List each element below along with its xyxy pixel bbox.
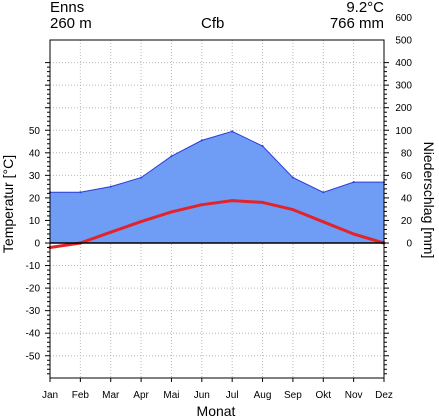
temperature-axis: 50 40 30 20 10 0 -10 -20 -30 -40 -50: [26, 62, 50, 375]
month-label: Jul: [226, 390, 239, 401]
temperature-tick-label: -20: [26, 284, 41, 295]
precipitation-point: [261, 145, 264, 147]
precipitation-point: [291, 176, 294, 179]
month-label: Okt: [315, 390, 331, 401]
temperature-tick-label: -40: [26, 329, 41, 340]
temperature-point: [169, 210, 173, 214]
month-label: Sep: [284, 390, 302, 401]
month-axis: Jan Feb Mar Apr Mai Jun Jul Aug Sep Okt Nov Dez: [42, 378, 393, 401]
precipitation-tick-label: 40: [401, 193, 413, 204]
precipitation-tick-label: 0: [406, 239, 412, 250]
precipitation-area: [50, 131, 384, 243]
temperature-tick-label: 10: [29, 216, 41, 227]
precipitation-tick-label: 300: [395, 81, 412, 92]
precipitation-tick-label: 80: [401, 148, 413, 159]
precipitation-tick-label: 700: [395, 0, 412, 1]
precipitation-tick-label: 400: [395, 58, 412, 69]
temperature-point: [261, 200, 265, 204]
temperature-point: [321, 220, 325, 224]
month-label: Jan: [42, 390, 58, 401]
temperature-tick-label: -30: [26, 306, 41, 317]
temperature-line: [49, 199, 385, 249]
plot-frame: [49, 39, 385, 379]
precipitation-tick-label: 600: [395, 13, 412, 24]
temperature-point: [139, 220, 143, 224]
temperature-tick-label: 40: [29, 148, 41, 159]
temperature-tick-label: -50: [26, 351, 41, 362]
annual-precipitation: 766 mm: [329, 15, 384, 32]
precipitation-point: [200, 139, 203, 142]
temperature-point: [200, 203, 204, 207]
precipitation-line: [50, 130, 384, 193]
precipitation-point: [109, 185, 112, 188]
precipitation-point: [79, 191, 82, 194]
month-label: Mar: [102, 390, 120, 401]
precipitation-tick-label: 100: [395, 126, 412, 137]
mean-temperature: 9.2°C: [346, 0, 384, 16]
precipitation-tick-label: 500: [395, 36, 412, 47]
month-label: Nov: [345, 390, 363, 401]
precipitation-axis: 900800700600500400300200100806040200: [384, 0, 413, 375]
precipitation-point: [140, 176, 143, 179]
y-axis-label-left: Temperatur [°C]: [0, 155, 16, 253]
station-name: Enns: [50, 0, 85, 16]
precipitation-series: [49, 130, 385, 243]
precipitation-tick-label: 60: [401, 171, 413, 182]
precipitation-point: [170, 155, 173, 158]
temperature-tick-label: 30: [29, 171, 41, 182]
temperature-point: [352, 232, 356, 236]
station-elevation: 260 m: [50, 15, 92, 32]
month-label: Aug: [254, 390, 272, 401]
precipitation-point: [231, 130, 234, 133]
temperature-point: [109, 230, 113, 234]
plot-border: [49, 39, 385, 379]
precipitation-point: [322, 191, 325, 194]
month-label: Feb: [72, 390, 90, 401]
temperature-tick-label: -10: [26, 261, 41, 272]
temperature-point: [230, 199, 234, 203]
month-label: Mai: [163, 390, 179, 401]
precipitation-point: [352, 181, 355, 184]
temperature-tick-label: 50: [29, 126, 41, 137]
temperature-point: [291, 208, 295, 212]
temperature-tick-label: 20: [29, 193, 41, 204]
month-label: Apr: [133, 390, 149, 401]
x-axis-label: Monat: [197, 403, 236, 418]
y-axis-label-right: Niederschlag [mm]: [421, 142, 437, 259]
climate-classification: Cfb: [201, 15, 225, 32]
temperature-tick-label: 0: [34, 239, 40, 250]
month-label: Jun: [194, 390, 210, 401]
month-label: Dez: [375, 390, 393, 401]
precipitation-tick-label: 200: [395, 103, 412, 114]
precipitation-tick-label: 20: [401, 216, 413, 227]
